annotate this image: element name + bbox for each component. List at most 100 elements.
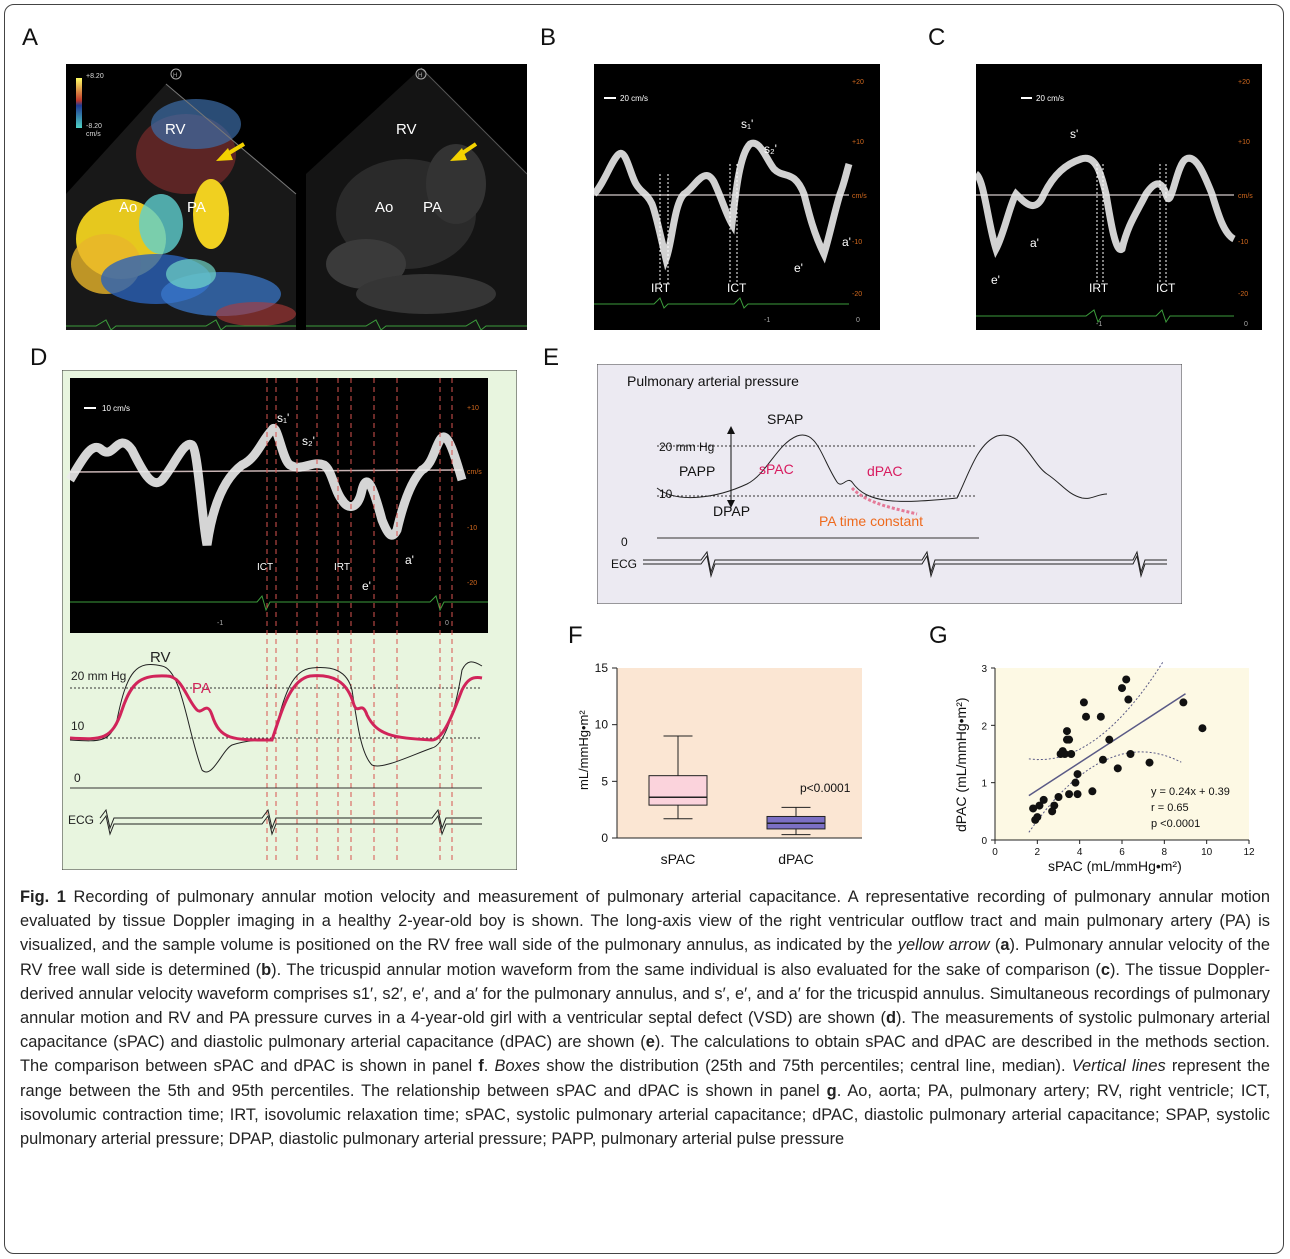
d-scale-label: 10 cm/s <box>102 404 130 413</box>
a-ao-label: Ao <box>119 199 137 216</box>
caption-boxes: Boxes <box>494 1057 541 1076</box>
g-point-6 <box>1050 801 1059 810</box>
g-point-19 <box>1079 698 1088 707</box>
f-ytick-label-1: 5 <box>601 774 608 788</box>
g-point-13 <box>1065 735 1074 744</box>
b-s2-label: s₂' <box>764 142 777 156</box>
caption-fig-label: Fig. 1 <box>20 888 66 906</box>
a-scale-min: -8.20 <box>86 123 102 130</box>
g-eq: y = 0.24x + 0.39 <box>1151 786 1230 798</box>
caption-text-6: ). The measurements of systolic pulmonar… <box>20 1009 1270 1052</box>
panel-d-combined: 10 cm/s s₁' s₂' ICT IRT e' a' +10 cm/s -… <box>62 370 517 870</box>
c-e-label: e' <box>991 273 1000 287</box>
d-bottom-1: -1 <box>217 620 223 627</box>
g-point-29 <box>1126 750 1135 758</box>
c-tick-4: -10 <box>1238 239 1248 246</box>
b-tick-2: +10 <box>852 139 864 146</box>
g-r: r = 0.65 <box>1151 802 1189 814</box>
g-point-17 <box>1073 770 1082 779</box>
b-tick-4: -10 <box>852 239 862 246</box>
g-ytick-label-0: 0 <box>981 836 987 847</box>
f-ytick-label-0: 0 <box>601 831 608 845</box>
d-20mmhg-label: 20 mm Hg <box>71 669 126 683</box>
c-tick-1: +20 <box>1238 79 1250 86</box>
g-xtick-label-6: 12 <box>1243 847 1255 858</box>
c-tick-3: cm/s <box>1238 193 1253 200</box>
e-papp-label: PAPP <box>679 463 715 479</box>
d-tick-1: +10 <box>467 405 479 412</box>
g-xtick-label-0: 0 <box>992 847 998 858</box>
g-confidence-upper <box>1028 662 1164 761</box>
g-point-7 <box>1054 793 1063 801</box>
caption-text-3: ). Pulmonary annular velocity of the RV … <box>20 936 1270 979</box>
f-ytick-label-2: 10 <box>595 718 609 732</box>
g-xlabel: sPAC (mL/mmHg•m²) <box>1048 858 1182 874</box>
c-bottom-1: -1 <box>1096 321 1102 328</box>
c-tick-5: -20 <box>1238 291 1248 298</box>
g-p: p <0.0001 <box>1151 818 1200 830</box>
caption-ref-f: f <box>478 1057 484 1076</box>
g-xtick-label-2: 4 <box>1077 847 1083 858</box>
panel-e-schematic: Pulmonary arterial pressure SPAP 20 mm H… <box>597 364 1182 604</box>
caption-ref-c: c <box>1100 960 1110 979</box>
e-20mmhg-label: 20 mm Hg <box>659 440 714 454</box>
a-pa-label: PA <box>187 199 206 216</box>
caption-ref-d: d <box>885 1009 896 1028</box>
c-ict-label: ICT <box>1156 281 1176 295</box>
panel-c-doppler: 20 cm/s s' a' e' IRT ICT +20 +10 cm/s -1… <box>976 64 1262 330</box>
d-tick-2: cm/s <box>467 469 482 476</box>
d-tick-3: -10 <box>467 525 477 532</box>
a-rv-label: RV <box>165 121 186 138</box>
c-irt-label: IRT <box>1089 281 1109 295</box>
g-point-25 <box>1113 764 1122 773</box>
g-point-27 <box>1122 675 1131 684</box>
g-point-21 <box>1088 787 1097 796</box>
panel-label-b: B <box>540 24 557 51</box>
d-irt-label: IRT <box>334 562 350 573</box>
caption-yellow-arrow: yellow arrow <box>897 936 990 955</box>
caption-text-1: Recording of pulmonary annular motion ve… <box>20 888 1270 955</box>
c-a-label: a' <box>1030 236 1039 250</box>
yellow-arrow-icon <box>216 142 246 161</box>
d-tick-4: -20 <box>467 580 477 587</box>
g-point-4 <box>1039 795 1048 804</box>
g-point-30 <box>1145 758 1154 767</box>
f-ytick-label-3: 15 <box>595 661 609 675</box>
g-ylabel: dPAC (mL/mmHg•m²) <box>953 697 969 832</box>
b-tick-1: +20 <box>852 79 864 86</box>
g-point-18 <box>1073 790 1082 799</box>
f-category-label-sPAC: sPAC <box>661 851 696 867</box>
g-point-14 <box>1067 750 1076 758</box>
figure-frame <box>4 4 1284 1254</box>
a-h-marker-left: H <box>173 73 177 79</box>
caption-ref-g: g <box>826 1081 837 1100</box>
a-rv-label-right: RV <box>396 121 417 138</box>
d-10-label: 10 <box>71 719 85 733</box>
caption-vertical-lines: Vertical lines <box>1071 1057 1166 1076</box>
caption-text-10: represent the range between the 5th and … <box>20 1057 1271 1100</box>
yellow-arrow-icon-right <box>450 142 478 161</box>
f-pvalue: p<0.0001 <box>800 781 851 795</box>
g-point-12 <box>1062 727 1071 736</box>
b-s1-label: s₁' <box>741 117 753 131</box>
g-point-10 <box>1060 750 1069 758</box>
figure-caption: Fig. 1 Recording of pulmonary annular mo… <box>20 885 1270 1151</box>
c-s-label: s' <box>1070 127 1078 141</box>
g-point-20 <box>1082 712 1091 721</box>
a-ao-label-right: Ao <box>375 199 393 216</box>
g-point-24 <box>1105 735 1114 744</box>
caption-ref-a: a <box>1000 936 1010 955</box>
b-tick-5: -20 <box>852 291 862 298</box>
f-category-label-dPAC: dPAC <box>778 851 814 867</box>
d-s1-label: s₁' <box>277 411 289 425</box>
a-h-marker: H <box>418 73 422 79</box>
g-point-2 <box>1033 813 1042 822</box>
caption-text-2: ( <box>989 936 1001 955</box>
g-point-16 <box>1071 778 1080 787</box>
f-box-sPAC <box>648 775 708 806</box>
b-bottom-2: 0 <box>856 317 860 324</box>
d-e-label: e' <box>362 579 371 593</box>
e-ecg-label: ECG <box>611 557 637 571</box>
panel-label-e: E <box>543 344 560 371</box>
